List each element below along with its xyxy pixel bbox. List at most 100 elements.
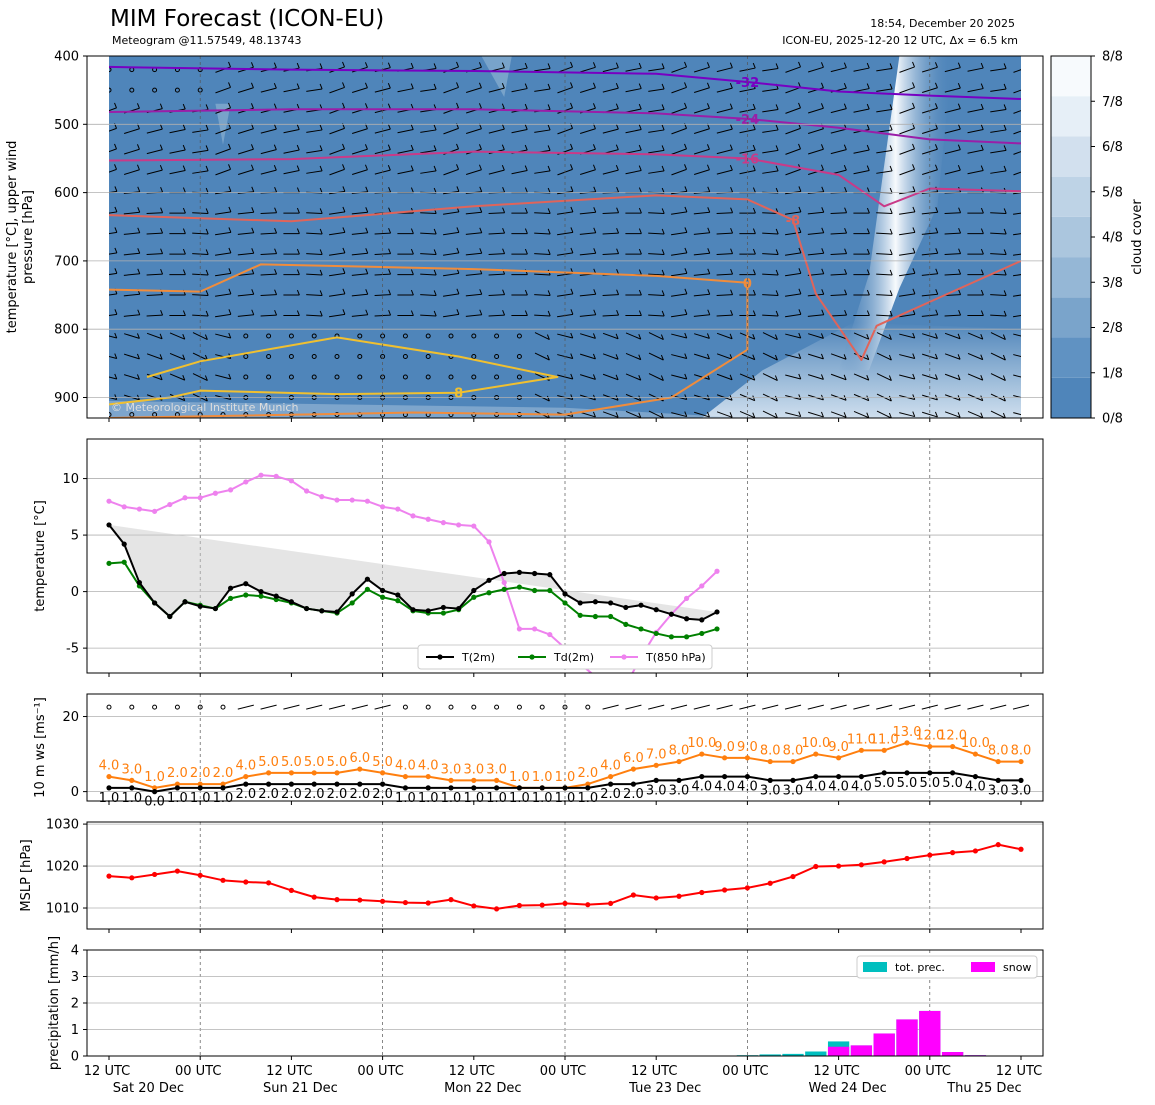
wind-barb-flag [866, 62, 870, 69]
wind-barb-flag [1003, 228, 1007, 235]
calm-wind-marker [539, 704, 545, 710]
wind-barb-flag [775, 165, 779, 172]
wind-barb-flag [980, 269, 984, 275]
calm-wind-marker [448, 374, 454, 380]
wind-barb-flag [524, 248, 528, 255]
wind-barb-flag [547, 249, 551, 255]
wind-barb-flag [706, 164, 710, 170]
copyright-note: © Meteorological Institute Munich [111, 401, 298, 414]
wind-barb-flag [547, 145, 551, 151]
wind-barb [899, 148, 915, 155]
wind-barb-flag [136, 333, 140, 339]
calm-wind-marker [425, 333, 431, 339]
wind-barb-flag [296, 165, 300, 171]
isotherm-line [109, 65, 1021, 101]
wind-barb [580, 333, 596, 339]
wind-barb-flag [570, 61, 573, 68]
wind-barb-flag [912, 143, 915, 150]
wind-barb [260, 87, 277, 93]
wind-barb-flag [798, 394, 802, 400]
gust-value-label: 1.0 [532, 770, 553, 785]
wind-barb-flag [707, 289, 711, 295]
data-point [1003, 0, 1008, 3]
wind-barb [579, 314, 596, 317]
wind-barb [967, 411, 983, 418]
wind-barb [899, 293, 915, 297]
data-point [858, 862, 865, 868]
wind-barb-flag [866, 103, 870, 110]
calm-wind-marker [243, 354, 249, 360]
wind-barb [671, 107, 687, 114]
wind-barb-flag [934, 164, 938, 170]
wind-barb [580, 374, 596, 380]
wind-barb [443, 231, 459, 236]
mean-wind-value-label: 1.0 [555, 791, 576, 806]
wind-barb-flag [957, 62, 961, 68]
wind-barb [237, 211, 254, 215]
wind-barb-flag [159, 123, 163, 130]
data-point [471, 587, 477, 594]
wind-barb [397, 170, 414, 175]
wind-barb-flag [798, 353, 802, 359]
wind-barb [693, 293, 710, 297]
data-point [258, 472, 264, 478]
wind-barb-flag [980, 289, 984, 296]
wind-barb [671, 86, 687, 94]
wind-barb-flag [638, 207, 642, 214]
wind-barb [1013, 412, 1021, 416]
wind-barb-flag [1003, 83, 1007, 90]
data-point [927, 852, 933, 858]
wind-barb-flag [228, 247, 232, 254]
isotherm-label: -32 [736, 76, 760, 91]
isotherm-label: 8 [454, 387, 463, 402]
wind-barb-flag [433, 83, 437, 90]
wind-barb [899, 272, 915, 277]
wind-barb-flag [820, 411, 824, 418]
wind-barb [109, 335, 117, 339]
mean-wind-value-label: 5.0 [897, 776, 918, 791]
wind-barb [716, 212, 733, 214]
wind-barb-flag [958, 227, 962, 234]
wind-barb [420, 232, 437, 235]
wind-barb-flag [752, 269, 756, 275]
wind-barb-flag [957, 333, 961, 339]
wind-barb-flag [775, 249, 779, 255]
wind-barb [762, 314, 779, 317]
wind-barb-flag [137, 248, 141, 254]
wind-barb-flag [798, 143, 801, 150]
wind-barb [830, 67, 847, 73]
gust-value-label: 10.0 [687, 736, 716, 751]
wind-barb-flag [570, 227, 574, 233]
wind-barb [899, 333, 915, 339]
wind-barb [716, 353, 733, 360]
wind-barb [352, 87, 368, 93]
wind-barb-flag [660, 412, 664, 418]
wind-barb [146, 314, 163, 317]
data-point [744, 773, 751, 780]
wind-barb-flag [433, 310, 437, 317]
wind-barb [1013, 130, 1021, 135]
wind-barb-flag [730, 289, 734, 295]
wind-barb-flag [912, 288, 916, 295]
wind-barb [534, 352, 550, 361]
mean-wind-value-label: 1.0 [99, 791, 120, 806]
data-point [972, 773, 979, 780]
calm-wind-marker [174, 704, 180, 710]
wind-barb-flag [684, 332, 688, 339]
calm-wind-marker [288, 333, 294, 339]
wind-barb [990, 67, 1007, 72]
calm-wind-marker [311, 333, 317, 339]
wind-barb-flag [433, 187, 437, 194]
wind-barb-flag [205, 228, 209, 235]
wind-barb [785, 412, 801, 418]
wind-barb-flag [273, 123, 277, 130]
data-point [858, 773, 865, 780]
wind-barb-flag [319, 269, 323, 276]
wind-barb [260, 704, 277, 710]
data-point [539, 785, 545, 791]
wind-barb [443, 168, 459, 176]
wind-barb [853, 149, 870, 154]
data-point [730, 0, 735, 3]
wind-barb [215, 231, 231, 236]
wind-barb-flag [251, 248, 255, 254]
